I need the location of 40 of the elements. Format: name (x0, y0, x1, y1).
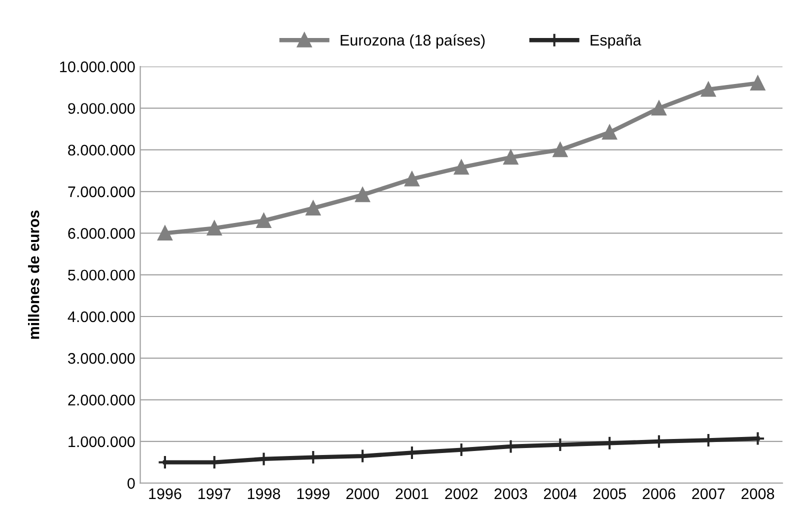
point (552, 142, 568, 158)
x-tick-label: 2007 (692, 488, 725, 500)
point (207, 220, 222, 236)
x-tick-label: 2000 (346, 488, 379, 500)
x-tick-label: 2004 (544, 488, 577, 500)
y-tick-label: 6.000.000 (68, 228, 135, 239)
y-tick-label: 8.000.000 (68, 144, 135, 156)
x-tick-label: 2001 (396, 488, 428, 500)
point (750, 76, 766, 91)
point (503, 150, 518, 165)
x-tick-label: 2005 (593, 488, 626, 500)
point (355, 188, 370, 202)
y-tick-label: 4.000.000 (68, 311, 135, 322)
y-tick-label: 3.000.000 (68, 353, 135, 364)
point (404, 172, 420, 186)
point (454, 160, 469, 175)
x-tick-label: 1999 (297, 488, 330, 500)
x-tick-label: 1998 (248, 488, 280, 500)
x-tick-label: 2008 (742, 488, 774, 500)
x-tick-label: 1997 (198, 488, 231, 500)
point (701, 82, 716, 97)
point (652, 100, 666, 116)
y-tick-label: 2.000.000 (68, 394, 135, 406)
x-tick-label: 2003 (494, 488, 528, 500)
point (602, 125, 617, 140)
x-tick-label: 1996 (149, 488, 182, 500)
y-tick-label: 10.000.000 (60, 61, 135, 72)
y-tick-label: 9.000.000 (68, 103, 135, 114)
point (306, 200, 320, 216)
point (158, 226, 172, 240)
y-tick-label: 5.000.000 (68, 270, 135, 281)
x-tick-label: 2006 (642, 488, 676, 500)
legend-label: Eurozona (18 países) (340, 34, 485, 49)
y-axis-title: millones de euros (28, 210, 40, 339)
point (256, 213, 272, 228)
y-tick-label: 1.000.000 (68, 436, 135, 448)
y-tick-label: 7.000.000 (68, 186, 135, 198)
x-tick-label: 2002 (445, 488, 478, 500)
legend-label: España (590, 34, 642, 49)
y-tick-label: 0 (128, 478, 135, 489)
